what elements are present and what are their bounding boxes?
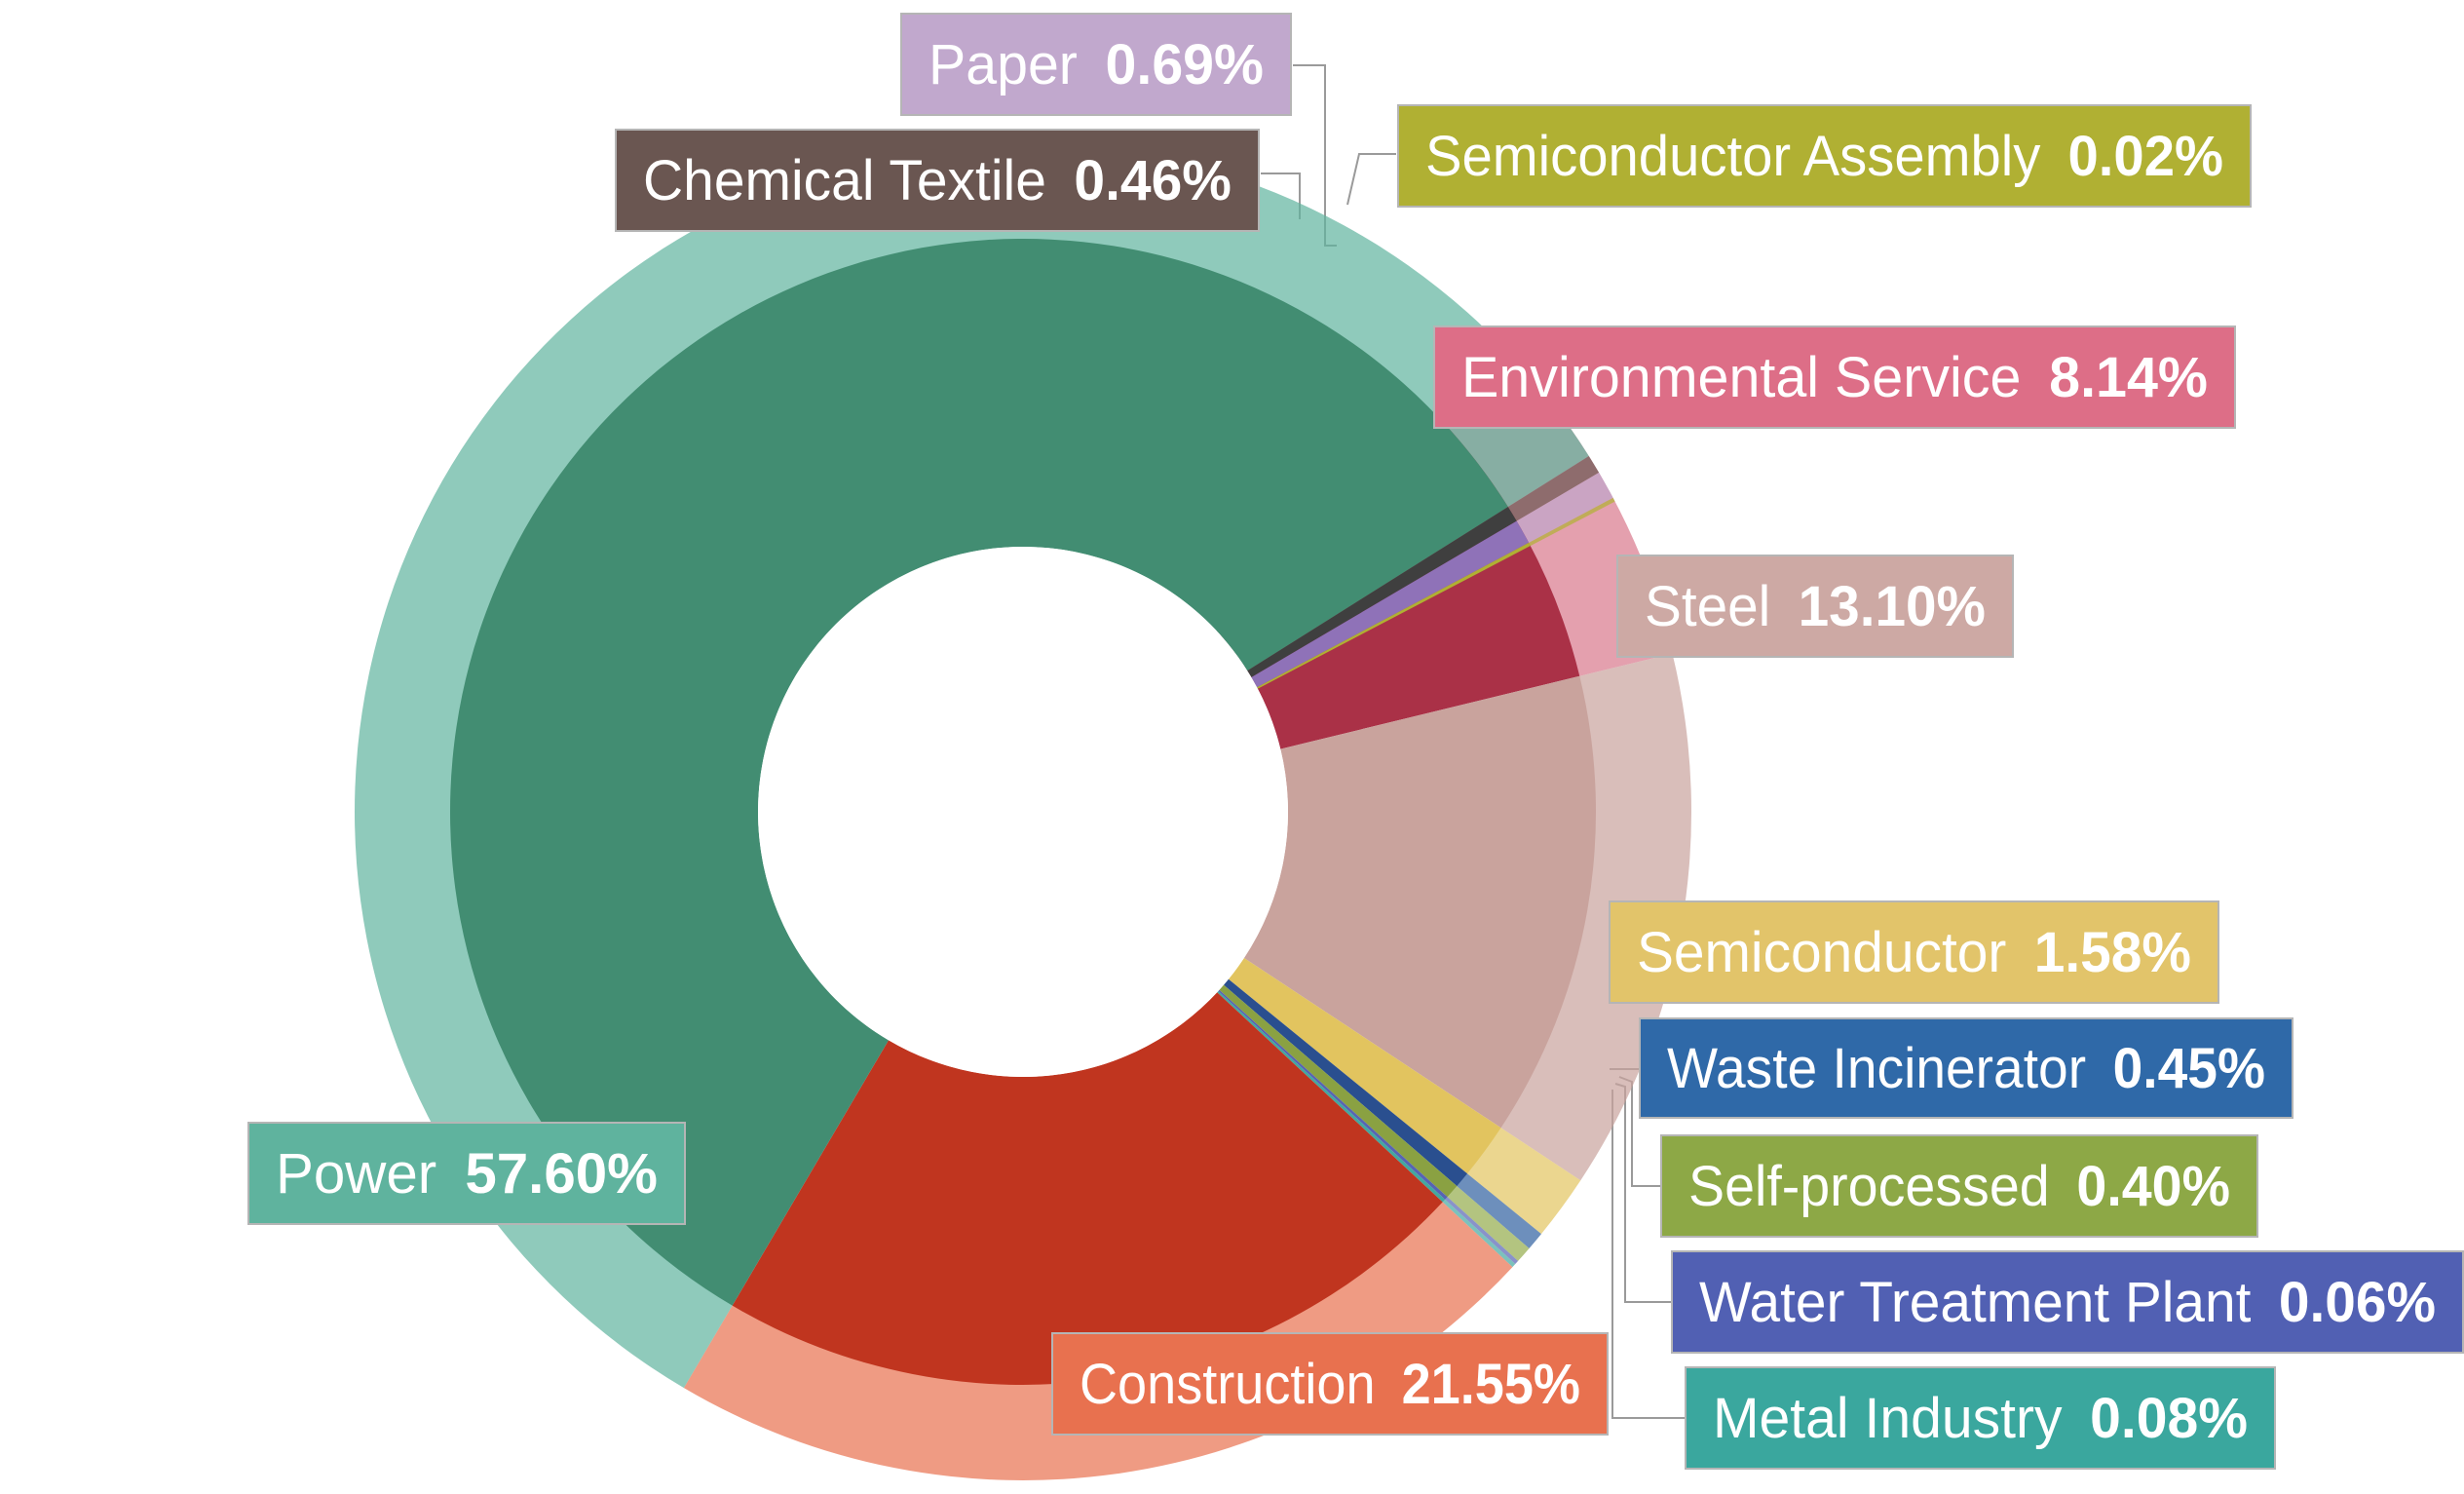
inner-ring [449,238,1597,1385]
label-text: Environmental Service 8.14% [1461,346,2208,409]
slice-labels: Paper 0.69% Chemical Textile 0.46% Semicon… [247,13,2464,1470]
label-text: Water Treatment Plant 0.06% [1699,1271,2436,1334]
label-name: Power [276,1142,436,1206]
label-value: 0.46% [1046,149,1232,212]
label-box [1051,1332,1609,1436]
inner-slice-paper [1251,520,1530,688]
label-text: Self-processed 0.40% [1688,1155,2230,1218]
label-text: Power 57.60% [276,1142,658,1206]
label-value: 0.45% [2086,1037,2265,1100]
label-paper: Paper 0.69% [900,13,1292,116]
label-environmental-service: Environmental Service 8.14% [1433,326,2236,429]
label-name: Semiconductor Assembly [1425,125,2040,188]
inner-slice-semiconductor [1228,957,1501,1174]
leader-line-metal-industry [1611,1090,1686,1419]
label-text: Paper 0.69% [929,33,1264,96]
label-steel: Steel 13.10% [1616,555,2014,658]
label-metal-industry: Metal Industry 0.08% [1685,1366,2276,1470]
label-name: Waste Incinerator [1667,1037,2086,1100]
label-value: 0.06% [2251,1271,2436,1334]
inner-slice-self-processed [1219,984,1458,1198]
outer-slice-water-treatment-plant [1443,1195,1519,1265]
inner-slice-metal-industry [1217,990,1446,1203]
label-name: Water Treatment Plant [1699,1271,2251,1334]
label-waste-incinerator: Waste Incinerator 0.45% [1639,1017,2293,1119]
label-name: Self-processed [1688,1155,2050,1218]
label-value: 0.40% [2050,1155,2230,1218]
inner-slice-chemical-textile [1247,507,1517,677]
inner-slice-construction [732,992,1443,1385]
label-box [1660,1134,2258,1238]
label-chemical-textile: Chemical Textile 0.46% [615,129,1260,232]
label-box [247,1122,686,1225]
label-value: 13.10% [1770,575,1986,638]
label-name: Environmental Service [1461,346,2021,409]
label-text: Semiconductor Assembly 0.02% [1425,125,2223,188]
label-construction: Construction 21.55% [1051,1332,1609,1436]
label-value: 0.08% [2063,1387,2248,1450]
inner-slice-semiconductor-assembly [1257,542,1531,689]
label-value: 0.69% [1078,33,1264,96]
outer-slice-paper [1514,472,1613,544]
label-box [1671,1250,2464,1354]
outer-slice-semiconductor [1465,1127,1581,1235]
outer-slice-semiconductor-assembly [1527,497,1615,547]
outer-slice-chemical-textile [1506,455,1600,522]
label-value: 57.60% [436,1142,658,1206]
label-box [900,13,1292,116]
label-name: Chemical Textile [643,149,1046,212]
outer-slice-self-processed [1446,1184,1530,1261]
label-text: Waste Incinerator 0.45% [1667,1037,2265,1100]
label-power: Power 57.60% [247,1122,686,1225]
inner-slice-steel [1243,675,1597,1129]
label-text: Metal Industry 0.08% [1713,1387,2248,1450]
inner-slice-water-treatment-plant [1218,989,1448,1200]
label-water-treatment-plant: Water Treatment Plant 0.06% [1671,1250,2464,1354]
inner-slice-waste-incinerator [1223,978,1467,1186]
inner-slice-power [449,238,1508,1306]
leader-line-semiconductor-assembly [1346,153,1396,206]
label-box [1616,555,2014,658]
label-value: 1.58% [2006,921,2191,984]
label-text: Semiconductor 1.58% [1637,921,2191,984]
donut-hole [758,547,1288,1077]
label-box [1609,900,2219,1004]
label-box [1433,326,2236,429]
label-value: 8.14% [2021,346,2208,409]
label-box [1397,104,2252,208]
label-semiconductor: Semiconductor 1.58% [1609,900,2219,1004]
label-name: Construction [1080,1353,1376,1416]
label-text: Construction 21.55% [1080,1353,1580,1416]
outer-slice-waste-incinerator [1455,1171,1541,1248]
label-name: Metal Industry [1713,1387,2063,1450]
label-name: Steel [1645,575,1770,638]
label-value: 21.55% [1376,1353,1580,1416]
label-self-processed: Self-processed 0.40% [1660,1134,2258,1238]
label-text: Steel 13.10% [1645,575,1986,638]
label-name: Paper [929,33,1078,96]
label-name: Semiconductor [1637,921,2006,984]
label-semiconductor-assembly: Semiconductor Assembly 0.02% [1397,104,2252,208]
label-box [1685,1366,2276,1470]
label-box [615,129,1260,232]
label-box [1639,1017,2293,1119]
label-value: 0.02% [2040,125,2223,188]
outer-slice-metal-industry [1441,1198,1516,1268]
label-text: Chemical Textile 0.46% [643,149,1232,212]
